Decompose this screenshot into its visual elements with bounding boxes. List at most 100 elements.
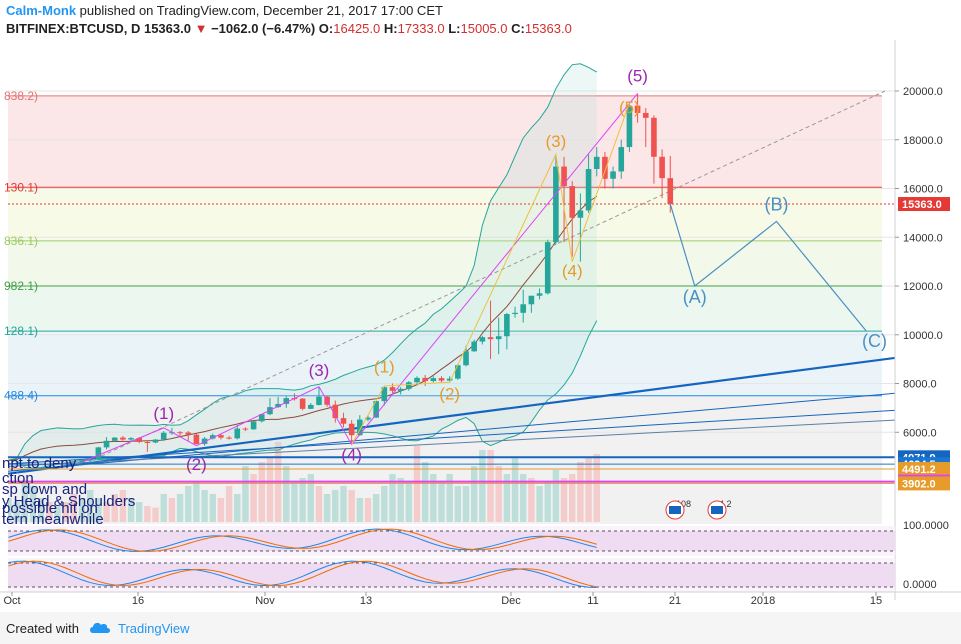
annotation-text: npt to deny xyxy=(2,455,77,472)
candle-body xyxy=(544,242,551,294)
volume-bar xyxy=(144,506,151,522)
candle-body xyxy=(275,403,281,408)
volume-bar xyxy=(593,454,600,522)
volume-marker-label: 4 2 xyxy=(719,499,732,509)
candle-body xyxy=(585,169,592,211)
fib-label: 488.4) xyxy=(4,389,38,403)
candle-body xyxy=(479,337,486,342)
fib-band xyxy=(8,286,882,332)
created-with-label: Created with xyxy=(6,621,79,636)
x-tick-label: 13 xyxy=(360,595,372,607)
tradingview-brand[interactable]: TradingView xyxy=(118,621,190,636)
candle-body xyxy=(340,418,347,424)
volume-bar xyxy=(168,498,176,522)
volume-bar xyxy=(315,486,323,522)
price-tag xyxy=(898,476,950,491)
volume-bar xyxy=(552,470,560,522)
volume-bar xyxy=(479,450,486,522)
candle-body xyxy=(553,166,559,243)
volume-bar xyxy=(37,498,45,522)
volume-bar xyxy=(536,486,543,522)
volume-bar xyxy=(13,502,20,522)
y-tick-label: 20000.0 xyxy=(903,86,943,98)
flag-icon-body xyxy=(669,506,681,514)
publish-info: published on TradingView.com, December 2… xyxy=(76,3,443,18)
annotation-text: possible hit on xyxy=(2,500,98,517)
candle-body xyxy=(422,377,428,382)
candle-body xyxy=(365,417,371,420)
candle-body xyxy=(226,437,232,439)
candle-body xyxy=(446,378,453,381)
candle-body xyxy=(667,178,674,205)
candle-body xyxy=(209,435,216,439)
candle-body xyxy=(659,156,665,179)
volume-bar xyxy=(528,478,535,522)
volume-bar xyxy=(283,466,290,522)
open-label: O: xyxy=(318,21,334,36)
trend-line-main xyxy=(8,356,895,475)
fib-band xyxy=(8,240,882,286)
x-tick-label: 16 xyxy=(132,595,144,607)
candle-body xyxy=(487,337,494,340)
candle-body xyxy=(438,378,445,381)
annotation-text: sp down and xyxy=(2,481,87,498)
volume-bar xyxy=(54,506,61,522)
x-tick-label: 11 xyxy=(587,595,598,607)
x-tick-label: Oct xyxy=(3,595,20,607)
bollinger-band xyxy=(8,63,597,469)
candle-body xyxy=(242,428,249,430)
indicator-scale-label: 100.0000 xyxy=(903,520,949,532)
price-tag-label: 15363.0 xyxy=(902,199,942,211)
candle-body xyxy=(520,304,527,313)
volume-bar xyxy=(242,466,249,522)
y-tick-label: 12000.0 xyxy=(903,281,943,293)
candle-body xyxy=(602,156,608,179)
candle-body xyxy=(250,421,257,430)
volume-bar xyxy=(8,498,12,522)
footer-bar: Created with TradingView xyxy=(0,612,961,644)
volume-bar xyxy=(217,498,225,522)
volume-bar xyxy=(487,450,494,522)
volume-bar xyxy=(185,486,192,522)
candle-body xyxy=(610,171,616,179)
candle-body xyxy=(111,437,118,441)
price-tag-label: 3902.0 xyxy=(902,478,936,490)
indicator-line-slow xyxy=(8,560,597,588)
candle-body xyxy=(381,387,388,402)
price-chart[interactable]: 838.2) 130.1) 836.1) 982.1) 128.1) 488.4) (1) (… xyxy=(0,0,961,612)
publish-line: Calm-Monk published on TradingView.com, … xyxy=(6,3,443,18)
candle-body xyxy=(495,336,502,340)
candle-body xyxy=(218,435,224,438)
volume-bar xyxy=(78,498,86,522)
x-tick-label: 2018 xyxy=(751,595,775,607)
y-tick-label: 14000.0 xyxy=(903,232,943,244)
volume-bar xyxy=(364,498,372,522)
candle-body xyxy=(160,432,167,440)
candle-body xyxy=(316,396,322,405)
wave-label-corrective: (A) xyxy=(683,287,707,307)
volume-bar xyxy=(470,466,478,522)
volume-bar xyxy=(397,478,404,522)
volume-bar xyxy=(446,474,453,522)
candle-body xyxy=(283,398,290,404)
candle-body xyxy=(144,442,151,443)
fib-label: 836.1) xyxy=(4,234,38,248)
annotation-text: ction xyxy=(2,470,34,487)
volume-bar xyxy=(258,462,265,522)
x-tick-label: 21 xyxy=(669,595,681,607)
volume-bar xyxy=(372,494,380,522)
fib-label: 130.1) xyxy=(4,180,38,194)
volume-bar xyxy=(340,486,347,522)
candle-body xyxy=(455,365,461,379)
down-arrow-icon: ▼ xyxy=(194,21,208,36)
volume-bar xyxy=(307,474,314,522)
candle-body xyxy=(373,401,379,418)
candle-body xyxy=(569,186,576,218)
fib-band xyxy=(8,331,882,396)
candle-body xyxy=(128,438,134,440)
low-value: 15005.0 xyxy=(460,21,508,36)
author-name[interactable]: Calm-Monk xyxy=(6,3,77,18)
main-pane xyxy=(8,63,895,524)
candle-body xyxy=(561,166,567,187)
volume-bar xyxy=(160,494,167,522)
